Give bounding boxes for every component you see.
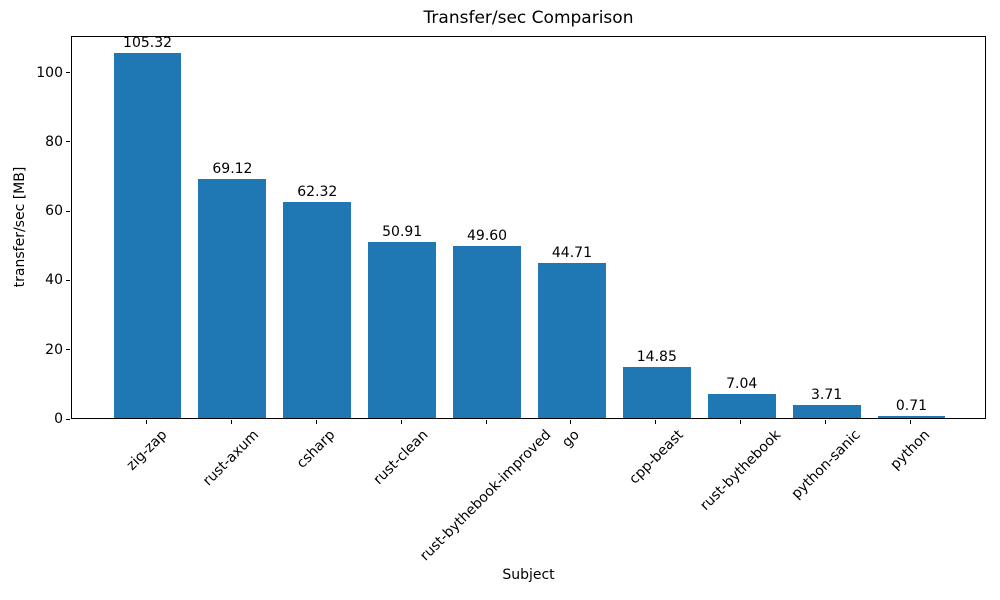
x-tick-label: rust-bythebook-improved bbox=[417, 427, 555, 565]
x-tick-label: cpp-beast bbox=[625, 427, 687, 488]
y-tick-mark bbox=[66, 279, 70, 281]
x-tick-label: rust-bythebook bbox=[697, 427, 784, 514]
y-tick-label: 40 bbox=[45, 272, 63, 289]
bar bbox=[113, 53, 182, 418]
y-tick-mark bbox=[66, 141, 70, 143]
chart-title: Transfer/sec Comparison bbox=[423, 8, 634, 28]
bar-value-label: 14.85 bbox=[636, 348, 677, 365]
x-tick-label: csharp bbox=[294, 427, 339, 472]
bar bbox=[368, 241, 437, 418]
x-tick-mark bbox=[146, 420, 148, 424]
y-tick-mark bbox=[66, 418, 70, 420]
plot-area: 105.32 69.12 62.32 50.91 49.60 44.71 14.85 7.04… bbox=[71, 35, 986, 419]
bar bbox=[792, 405, 861, 418]
y-tick-label: 0 bbox=[54, 411, 63, 427]
x-tick-mark bbox=[825, 420, 827, 424]
bar-value-label: 3.71 bbox=[810, 387, 843, 404]
bar bbox=[877, 415, 946, 418]
x-tick-label: python-sanic bbox=[788, 427, 864, 503]
y-tick-label: 20 bbox=[45, 341, 63, 358]
x-tick-label: rust-axum bbox=[200, 427, 263, 490]
bar bbox=[283, 202, 352, 418]
x-tick-label: rust-clean bbox=[370, 427, 432, 488]
bar-value-label: 7.04 bbox=[726, 375, 758, 392]
bar bbox=[198, 178, 267, 418]
x-tick-mark bbox=[400, 420, 402, 424]
x-tick-mark bbox=[570, 420, 572, 424]
x-tick-mark bbox=[230, 420, 232, 424]
x-tick-mark bbox=[485, 420, 487, 424]
bar bbox=[537, 263, 606, 418]
y-tick-label: 100 bbox=[36, 64, 63, 81]
x-tick-mark bbox=[655, 420, 657, 424]
x-tick-mark bbox=[315, 420, 317, 424]
bar-value-label: 62.32 bbox=[297, 184, 338, 201]
x-tick-mark bbox=[740, 420, 742, 424]
bar bbox=[622, 366, 691, 418]
y-tick-label: 80 bbox=[45, 133, 63, 150]
bar bbox=[707, 393, 776, 418]
x-tick-label: python bbox=[887, 427, 934, 473]
y-axis-label: transfer/sec [MB] bbox=[12, 166, 28, 288]
y-tick-mark bbox=[66, 210, 70, 212]
bar-value-label: 44.71 bbox=[551, 245, 592, 262]
x-axis-label: Subject bbox=[502, 567, 555, 583]
y-tick-mark bbox=[66, 72, 70, 74]
x-tick-label: zig-zap bbox=[123, 427, 170, 474]
bar-value-label: 0.71 bbox=[895, 397, 928, 414]
bar-value-label: 105.32 bbox=[123, 35, 173, 52]
y-tick-label: 60 bbox=[45, 203, 63, 220]
bar-value-label: 50.91 bbox=[382, 223, 423, 240]
y-tick-mark bbox=[66, 349, 70, 351]
bar bbox=[453, 246, 521, 418]
bar-value-label: 69.12 bbox=[212, 160, 253, 177]
x-tick-mark bbox=[909, 420, 911, 424]
bar-value-label: 49.60 bbox=[467, 228, 508, 245]
x-tick-label: go bbox=[559, 427, 584, 451]
